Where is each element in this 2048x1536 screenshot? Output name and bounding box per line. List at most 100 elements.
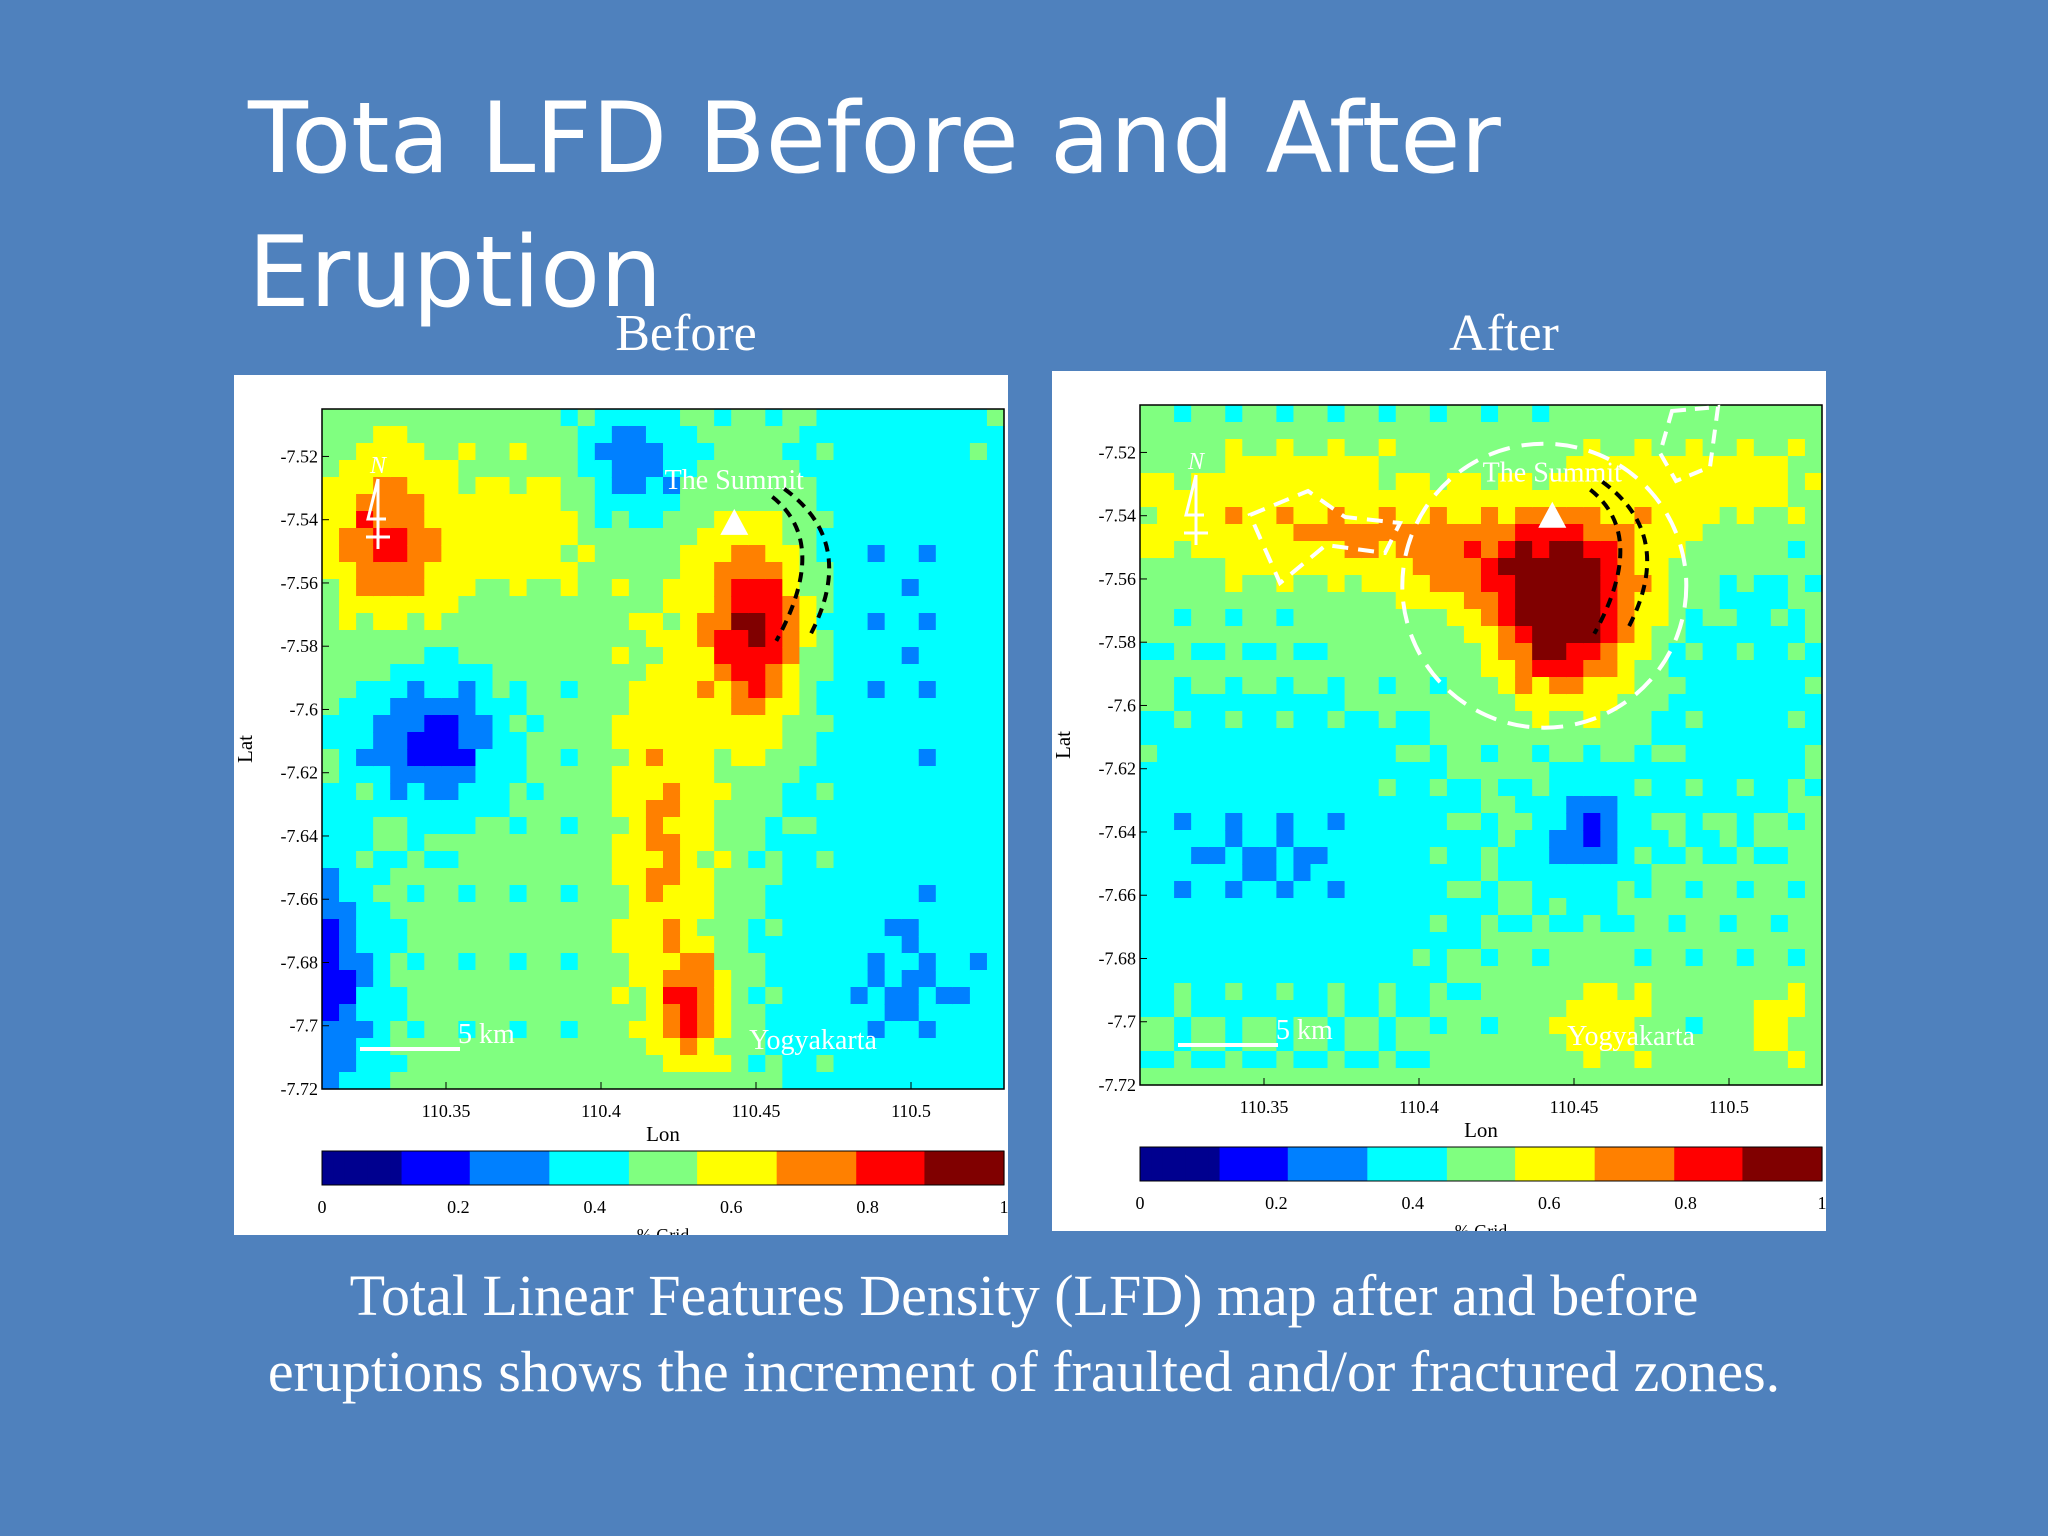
density-cell bbox=[407, 783, 425, 801]
density-cell bbox=[458, 596, 477, 614]
density-cell bbox=[407, 511, 425, 529]
density-cell bbox=[1327, 592, 1346, 610]
density-cell bbox=[731, 1072, 749, 1090]
density-cell bbox=[663, 443, 681, 461]
density-cell bbox=[833, 596, 852, 614]
density-cell bbox=[799, 1021, 818, 1039]
density-cell bbox=[1378, 592, 1397, 610]
density-cell bbox=[1702, 490, 1721, 508]
density-cell bbox=[1770, 558, 1789, 576]
density-cell bbox=[1412, 898, 1431, 916]
density-cell bbox=[1463, 983, 1482, 1001]
density-cell bbox=[339, 970, 357, 988]
density-cell bbox=[1617, 762, 1636, 780]
density-cell bbox=[1344, 779, 1363, 797]
x-tick-label: 110.4 bbox=[1399, 1097, 1439, 1117]
density-cell bbox=[1395, 405, 1414, 423]
density-cell bbox=[1481, 575, 1499, 593]
density-cell bbox=[1515, 558, 1533, 576]
density-cell bbox=[1293, 592, 1312, 610]
density-cell bbox=[850, 732, 869, 750]
colorbar-segment bbox=[753, 1151, 766, 1185]
density-cell bbox=[475, 766, 494, 784]
density-cell bbox=[714, 409, 732, 427]
density-cell bbox=[1600, 728, 1618, 746]
density-cell bbox=[1395, 1017, 1414, 1035]
colorbar-segment bbox=[719, 1151, 732, 1185]
density-cell bbox=[1651, 575, 1670, 593]
density-cell bbox=[986, 698, 1005, 716]
density-cell bbox=[560, 613, 579, 631]
density-cell bbox=[850, 800, 869, 818]
density-cell bbox=[1174, 915, 1192, 933]
density-cell bbox=[1804, 762, 1823, 780]
density-cell bbox=[543, 630, 562, 648]
density-cell bbox=[799, 732, 818, 750]
density-cell bbox=[1634, 983, 1653, 1001]
density-cell bbox=[799, 987, 818, 1005]
density-cell bbox=[1668, 830, 1687, 848]
density-cell bbox=[577, 953, 596, 971]
density-cell bbox=[560, 800, 579, 818]
density-cell bbox=[1515, 796, 1533, 814]
density-cell bbox=[492, 970, 511, 988]
density-cell bbox=[424, 851, 442, 869]
density-cell bbox=[1770, 609, 1789, 627]
density-cell bbox=[1310, 898, 1329, 916]
density-cell bbox=[1446, 813, 1465, 831]
density-cell bbox=[935, 834, 954, 852]
density-cell bbox=[663, 885, 681, 903]
density-cell bbox=[799, 426, 818, 444]
density-cell bbox=[373, 1004, 391, 1022]
density-cell bbox=[390, 1038, 408, 1056]
density-cell bbox=[577, 868, 596, 886]
density-cell bbox=[373, 664, 391, 682]
density-cell bbox=[952, 1055, 971, 1073]
density-cell bbox=[1225, 813, 1243, 831]
density-cell bbox=[1498, 660, 1516, 678]
density-cell bbox=[1702, 575, 1721, 593]
density-cell bbox=[884, 953, 903, 971]
colorbar-segment bbox=[1242, 1147, 1255, 1181]
density-cell bbox=[1157, 439, 1175, 457]
density-cell bbox=[560, 698, 579, 716]
density-cell bbox=[816, 647, 835, 665]
density-cell bbox=[1753, 1051, 1772, 1069]
colorbar-segment bbox=[856, 1151, 869, 1185]
density-cell bbox=[543, 681, 562, 699]
density-cell bbox=[509, 1021, 528, 1039]
density-cell bbox=[714, 715, 732, 733]
density-cell bbox=[1378, 609, 1397, 627]
density-cell bbox=[1651, 796, 1670, 814]
density-cell bbox=[1583, 456, 1601, 474]
density-cell bbox=[1549, 932, 1567, 950]
density-cell bbox=[594, 851, 613, 869]
colorbar-segment bbox=[424, 1151, 437, 1185]
density-cell bbox=[628, 936, 647, 954]
density-cell bbox=[918, 647, 937, 665]
density-cell bbox=[1463, 966, 1482, 984]
density-cell bbox=[867, 596, 886, 614]
density-cell bbox=[1787, 949, 1806, 967]
density-cell bbox=[1753, 881, 1772, 899]
density-cell bbox=[543, 613, 562, 631]
density-cell bbox=[1617, 949, 1636, 967]
colorbar-tick-label: 0.2 bbox=[447, 1197, 470, 1217]
density-cell bbox=[901, 562, 920, 580]
density-cell bbox=[1600, 1034, 1618, 1052]
density-cell bbox=[1566, 847, 1584, 865]
density-cell bbox=[1804, 949, 1823, 967]
density-cell bbox=[918, 817, 937, 835]
density-cell bbox=[816, 749, 835, 767]
colorbar-segment bbox=[1321, 1147, 1334, 1181]
density-cell bbox=[560, 953, 579, 971]
density-cell bbox=[935, 766, 954, 784]
density-cell bbox=[560, 902, 579, 920]
density-cell bbox=[1276, 745, 1295, 763]
before-map-chart: -7.52-7.54-7.56-7.58-7.6-7.62-7.64-7.66-… bbox=[234, 408, 1008, 1235]
density-cell bbox=[1463, 1000, 1482, 1018]
density-cell bbox=[492, 630, 511, 648]
density-cell bbox=[1208, 694, 1226, 712]
density-cell bbox=[526, 987, 545, 1005]
density-cell bbox=[901, 885, 920, 903]
